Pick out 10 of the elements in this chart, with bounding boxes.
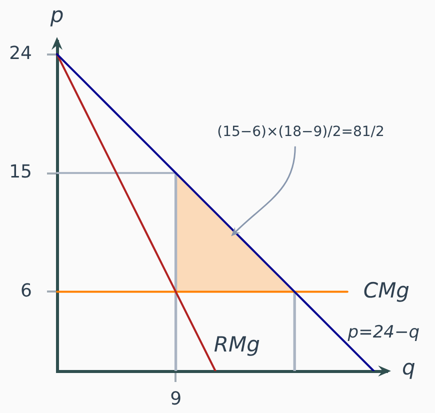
annotation: (15−6)×(18−9)/2=81/2 — [217, 124, 384, 140]
y-tick-label: 15 — [9, 162, 32, 183]
y-axis-title: p — [49, 3, 64, 27]
y-tick-label: 6 — [20, 280, 32, 302]
y-tick-label: 24 — [9, 42, 32, 64]
series-label: CMg — [363, 278, 410, 302]
series-label: p=24−q — [346, 322, 420, 342]
series-label: RMg — [214, 332, 260, 356]
x-axis-title: q — [402, 355, 416, 380]
x-tick-label: 9 — [170, 388, 182, 410]
